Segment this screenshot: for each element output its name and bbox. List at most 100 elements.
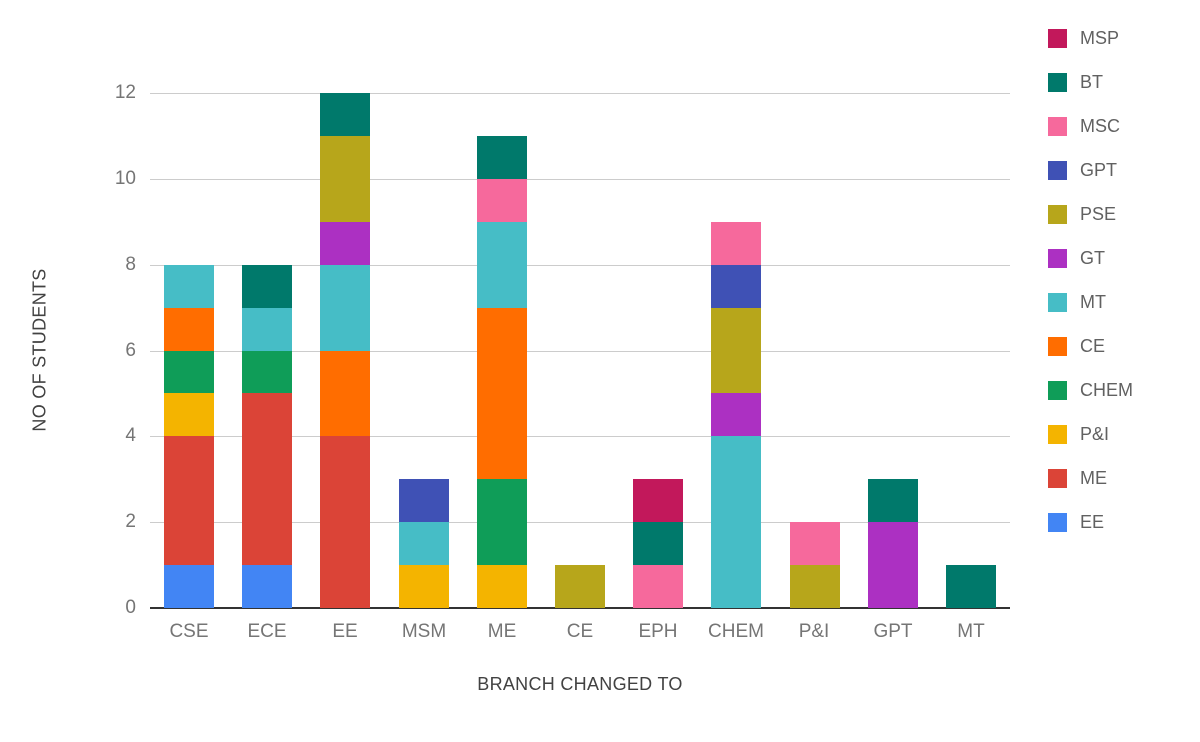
bar-segment-EPH-BT[interactable]	[633, 522, 683, 565]
bar-segment-ME-MSC[interactable]	[477, 179, 527, 222]
x-tick-label: CSE	[169, 621, 209, 642]
legend-label: ME	[1080, 467, 1107, 488]
bar-segment-ECE-CHEM[interactable]	[242, 351, 292, 393]
bar-segment-EPH-MSP[interactable]	[633, 479, 683, 522]
gridline	[150, 522, 1010, 523]
bar-segment-MT-BT[interactable]	[946, 565, 996, 608]
bar-segment-ME-CHEM[interactable]	[477, 479, 527, 565]
x-tick-label: CE	[566, 621, 594, 642]
x-tick-label: ME	[487, 621, 517, 642]
legend-swatch	[1048, 116, 1067, 136]
y-tick-label: 4	[125, 425, 136, 446]
legend-item-P&I[interactable]: P&I	[1048, 424, 1133, 444]
bar-segment-EPH-MSC[interactable]	[633, 565, 683, 608]
bar-segment-EE-CE[interactable]	[320, 351, 370, 436]
x-tick-label: GPT	[873, 621, 913, 642]
bar-segment-CHEM-GPT[interactable]	[711, 265, 761, 308]
bar-segment-EE-ME[interactable]	[320, 436, 370, 608]
legend-swatch	[1048, 380, 1067, 400]
gridline	[150, 351, 1010, 352]
bar-segment-EE-GT[interactable]	[320, 222, 370, 265]
legend-label: CE	[1080, 335, 1106, 356]
legend-item-CHEM[interactable]: CHEM	[1048, 380, 1133, 400]
bar-segment-CHEM-GT[interactable]	[711, 393, 761, 436]
legend-swatch	[1048, 468, 1067, 488]
y-tick-label: 12	[114, 82, 136, 103]
x-tick-label: ECE	[247, 621, 287, 642]
legend-swatch	[1048, 336, 1067, 356]
bar-segment-CE-PSE[interactable]	[555, 565, 605, 608]
legend-swatch	[1048, 248, 1067, 268]
bar-segment-CSE-P&I[interactable]	[164, 393, 214, 436]
legend-label: P&I	[1080, 423, 1110, 444]
bar-segment-ECE-MT[interactable]	[242, 308, 292, 351]
legend-label: MT	[1080, 291, 1106, 312]
bar-segment-ME-MT[interactable]	[477, 222, 527, 308]
bar-segment-CSE-MT[interactable]	[164, 265, 214, 308]
x-axis-title: BRANCH CHANGED TO	[477, 674, 683, 694]
legend-swatch	[1048, 292, 1067, 312]
legend-item-GPT[interactable]: GPT	[1048, 160, 1133, 180]
bar-segment-EE-PSE[interactable]	[320, 136, 370, 222]
bar-segment-ME-CE[interactable]	[477, 308, 527, 479]
legend-item-PSE[interactable]: PSE	[1048, 204, 1133, 224]
y-tick-label: 6	[125, 340, 136, 361]
bar-segment-CHEM-MSC[interactable]	[711, 222, 761, 265]
y-tick-label: 10	[114, 168, 136, 189]
bar-segment-GPT-GT[interactable]	[868, 522, 918, 608]
bar-segment-CHEM-PSE[interactable]	[711, 308, 761, 393]
legend: MSP BT MSC GPT PSE GT MT CE CHEM P&I ME EE	[1048, 28, 1133, 556]
bar-segment-ME-BT[interactable]	[477, 136, 527, 179]
legend-item-MT[interactable]: MT	[1048, 292, 1133, 312]
legend-label: EE	[1080, 511, 1105, 532]
legend-swatch	[1048, 28, 1067, 48]
legend-item-CE[interactable]: CE	[1048, 336, 1133, 356]
legend-item-BT[interactable]: BT	[1048, 72, 1133, 92]
legend-item-ME[interactable]: ME	[1048, 468, 1133, 488]
bar-segment-CSE-ME[interactable]	[164, 436, 214, 565]
legend-label: PSE	[1080, 203, 1117, 224]
x-tick-label: CHEM	[708, 621, 764, 642]
y-tick-label: 8	[125, 254, 136, 275]
bar-segment-CHEM-MT[interactable]	[711, 436, 761, 608]
gridline	[150, 265, 1010, 266]
bar-segment-ECE-ME[interactable]	[242, 393, 292, 565]
bar-segment-P&I-PSE[interactable]	[790, 565, 840, 608]
bar-segment-ECE-BT[interactable]	[242, 265, 292, 308]
gridline	[150, 93, 1010, 94]
legend-item-EE[interactable]: EE	[1048, 512, 1133, 532]
bar-segment-ME-P&I[interactable]	[477, 565, 527, 608]
y-tick-label: 0	[125, 597, 136, 618]
legend-swatch	[1048, 72, 1067, 92]
legend-label: GPT	[1080, 159, 1118, 180]
legend-swatch	[1048, 424, 1067, 444]
bar-segment-MSM-MT[interactable]	[399, 522, 449, 565]
bar-segment-CSE-CHEM[interactable]	[164, 351, 214, 393]
x-tick-label: EPH	[638, 621, 678, 642]
legend-label: GT	[1080, 247, 1105, 268]
x-tick-label: MT	[957, 621, 985, 642]
bar-segment-CSE-CE[interactable]	[164, 308, 214, 351]
x-tick-label: P&I	[798, 621, 830, 642]
legend-swatch	[1048, 204, 1067, 224]
bar-segment-EE-BT[interactable]	[320, 93, 370, 136]
legend-label: CHEM	[1080, 379, 1133, 400]
bar-segment-P&I-MSC[interactable]	[790, 522, 840, 565]
x-tick-label: EE	[332, 621, 358, 642]
bar-segment-ECE-EE[interactable]	[242, 565, 292, 608]
bar-segment-CSE-EE[interactable]	[164, 565, 214, 608]
plot-area	[150, 93, 1010, 609]
bar-segment-GPT-BT[interactable]	[868, 479, 918, 522]
bar-segment-MSM-GPT[interactable]	[399, 479, 449, 522]
legend-swatch	[1048, 160, 1067, 180]
y-axis-title: NO OF STUDENTS	[29, 268, 50, 432]
bar-segment-MSM-P&I[interactable]	[399, 565, 449, 608]
legend-item-MSC[interactable]: MSC	[1048, 116, 1133, 136]
legend-swatch	[1048, 512, 1067, 532]
legend-label: BT	[1080, 71, 1104, 92]
bar-segment-EE-MT[interactable]	[320, 265, 370, 351]
y-tick-label: 2	[125, 511, 136, 532]
legend-item-MSP[interactable]: MSP	[1048, 28, 1133, 48]
legend-item-GT[interactable]: GT	[1048, 248, 1133, 268]
